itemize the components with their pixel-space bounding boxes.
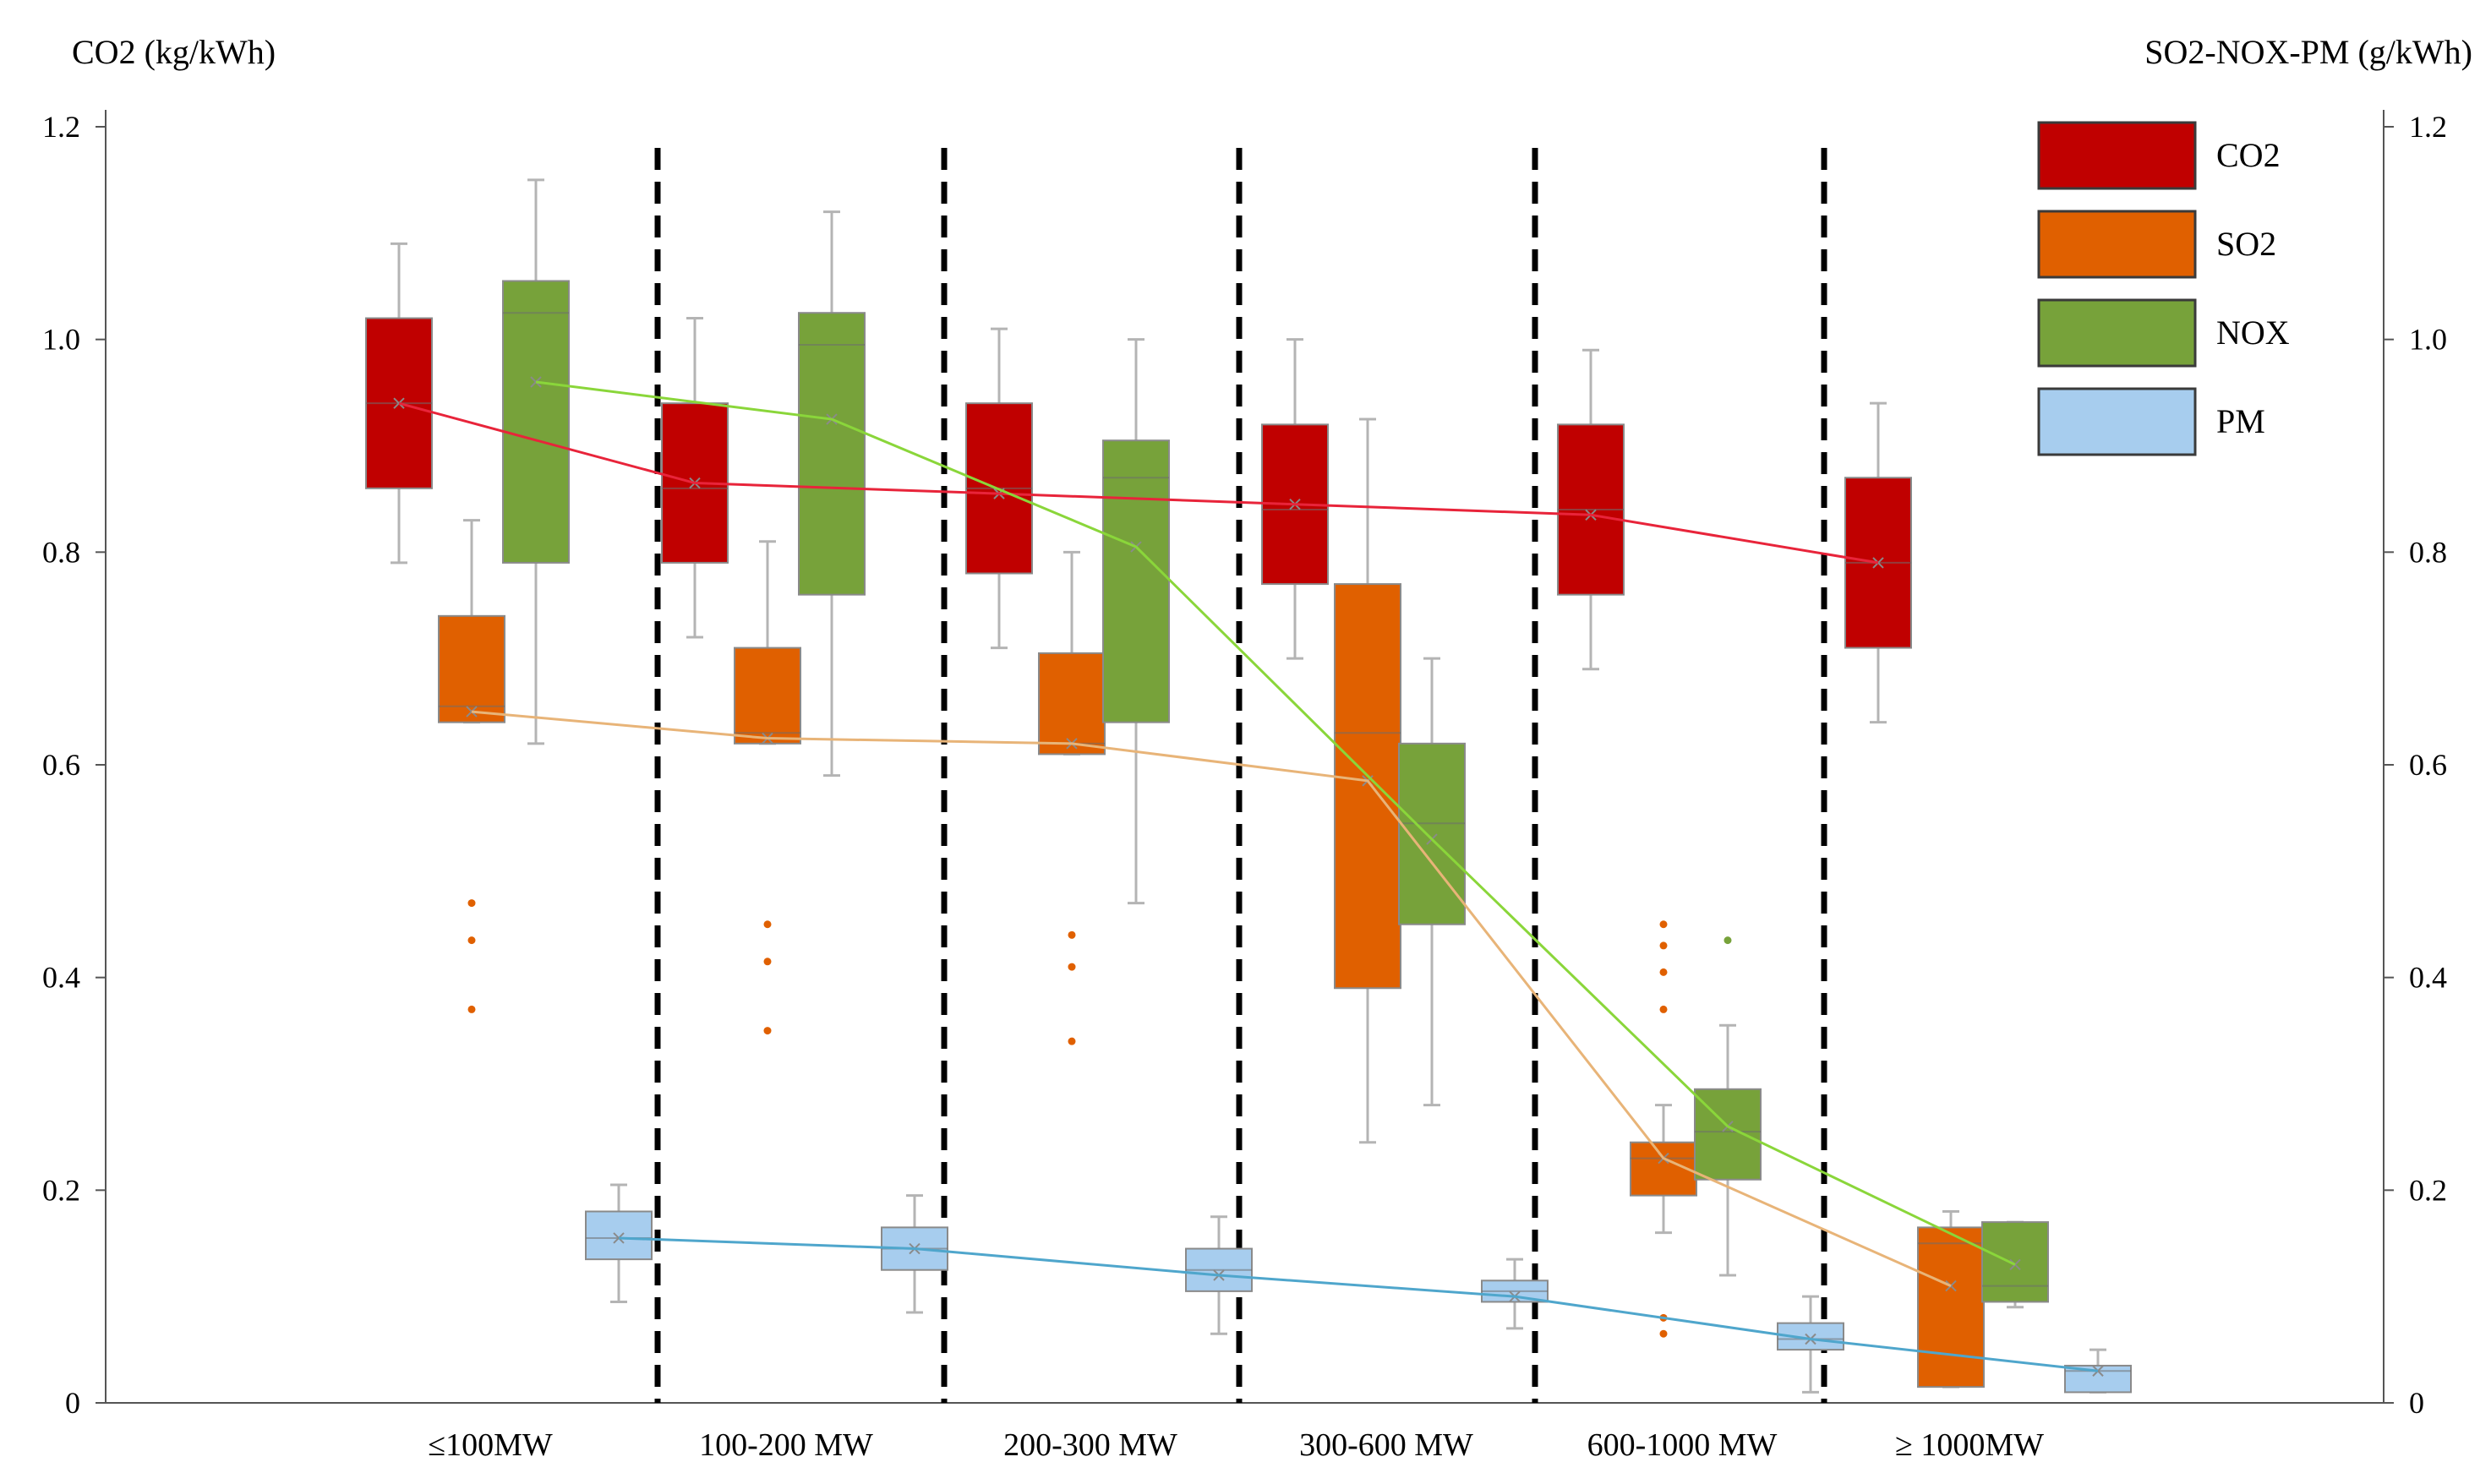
x-axis-category-labels: ≤100MW 100-200 MW 200-300 MW 300-600 MW 600-… — [428, 1427, 2044, 1463]
legend-label-so2: SO2 — [2216, 225, 2276, 263]
box-so2-4-outlier-1 — [1659, 941, 1668, 950]
box-pm-3 — [1481, 1258, 1549, 1330]
box-so2-2-outlier-0 — [1068, 930, 1076, 939]
box-so2-0-mean-marker — [466, 706, 478, 717]
box-pm-0-body — [585, 1210, 653, 1261]
y-tick-label-left-2: 0.4 — [42, 961, 80, 995]
box-pm-0 — [585, 1183, 653, 1303]
box-co2-5-mean-marker — [1872, 557, 1884, 569]
y-tick-label-right-3: 0.6 — [2409, 748, 2447, 782]
y-tick-label-left-5: 1.0 — [42, 323, 80, 357]
box-so2-4-outlier-3 — [1659, 1005, 1668, 1013]
box-so2-0-outlier-1 — [467, 936, 476, 945]
box-nox-5 — [1981, 1220, 2049, 1309]
box-so2-4-outlier-0 — [1659, 920, 1668, 929]
y-tick-label-left-4: 0.8 — [42, 535, 80, 569]
box-nox-1-body — [798, 312, 866, 596]
legend-label-nox: NOX — [2216, 314, 2290, 352]
x-category-label-1: 100-200 MW — [699, 1427, 873, 1463]
box-so2-3-body — [1334, 583, 1401, 990]
y-axis-left-label: CO2 (kg/kWh) — [72, 33, 276, 71]
box-so2-2-body — [1038, 652, 1106, 756]
box-nox-1 — [798, 210, 866, 777]
y-axis-right-label: SO2-NOX-PM (g/kWh) — [2144, 33, 2472, 71]
box-nox-2-body — [1102, 439, 1170, 723]
x-category-label-3: 300-600 MW — [1299, 1427, 1473, 1463]
y-tick-label-left-0: 0 — [65, 1386, 80, 1420]
legend-swatch-nox — [2037, 298, 2197, 368]
box-nox-5-body — [1981, 1221, 2049, 1303]
y-tick-label-right-2: 0.4 — [2409, 961, 2447, 995]
axes-group: 0 0 0.2 0.2 0.4 0.4 0.6 0.6 0.8 0.8 1.0 1.0 1.2 1.2 — [42, 110, 2447, 1420]
box-so2-4-outlier-2 — [1659, 968, 1668, 976]
trend-line-pm — [618, 1236, 2099, 1372]
box-nox-4-outlier-0 — [1723, 936, 1732, 945]
box-so2-1 — [734, 540, 801, 1035]
box-so2-1-outlier-0 — [763, 920, 772, 929]
box-so2-1-outlier-2 — [763, 1027, 772, 1035]
box-so2-3 — [1334, 417, 1401, 1144]
y-tick-label-left-3: 0.6 — [42, 748, 80, 782]
box-so2-1-outlier-1 — [763, 958, 772, 966]
legend-swatch-so2 — [2037, 210, 2197, 279]
mean-trend-lines — [398, 380, 2099, 1372]
box-so2-1-body — [734, 647, 801, 745]
x-category-label-5: ≥ 1000MW — [1895, 1427, 2044, 1463]
box-nox-0 — [502, 178, 570, 745]
y-tick-label-right-4: 0.8 — [2409, 535, 2447, 569]
y-tick-label-right-1: 0.2 — [2409, 1173, 2447, 1207]
legend: CO2 SO2 NOX PM — [2037, 121, 2290, 456]
box-so2-5 — [1917, 1210, 1985, 1389]
trend-line-co2 — [398, 401, 1879, 565]
x-category-label-0: ≤100MW — [428, 1427, 553, 1463]
box-nox-5-mean-marker — [2009, 1258, 2021, 1271]
box-so2-0-outlier-2 — [467, 1005, 476, 1013]
box-nox-0-body — [502, 280, 570, 564]
x-category-label-2: 200-300 MW — [1003, 1427, 1177, 1463]
y-tick-label-left-1: 0.2 — [42, 1173, 80, 1207]
y-tick-label-left-6: 1.2 — [42, 110, 80, 144]
legend-swatch-co2 — [2037, 121, 2197, 190]
box-so2-2-outlier-2 — [1068, 1037, 1076, 1045]
box-so2-0-outlier-0 — [467, 899, 476, 908]
trend-line-nox — [535, 380, 2016, 1266]
trend-line-so2 — [471, 710, 1952, 1287]
box-so2-0-body — [438, 614, 505, 723]
y-tick-label-right-5: 1.0 — [2409, 323, 2447, 357]
box-so2-5-body — [1917, 1226, 1985, 1389]
legend-label-pm: PM — [2216, 402, 2265, 440]
series-so2-boxes — [438, 417, 1985, 1389]
legend-label-co2: CO2 — [2216, 136, 2281, 174]
box-co2-4 — [1557, 348, 1625, 671]
legend-swatch-pm — [2037, 387, 2197, 456]
y-tick-label-right-6: 1.2 — [2409, 110, 2447, 144]
x-category-label-4: 600-1000 MW — [1587, 1427, 1778, 1463]
category-separators — [654, 148, 1827, 1403]
box-so2-0 — [438, 519, 505, 1013]
box-so2-2-outlier-1 — [1068, 963, 1076, 971]
box-so2-4-outlier-5 — [1659, 1329, 1668, 1338]
box-pm-2 — [1185, 1215, 1253, 1335]
y-tick-label-right-0: 0 — [2409, 1386, 2424, 1420]
